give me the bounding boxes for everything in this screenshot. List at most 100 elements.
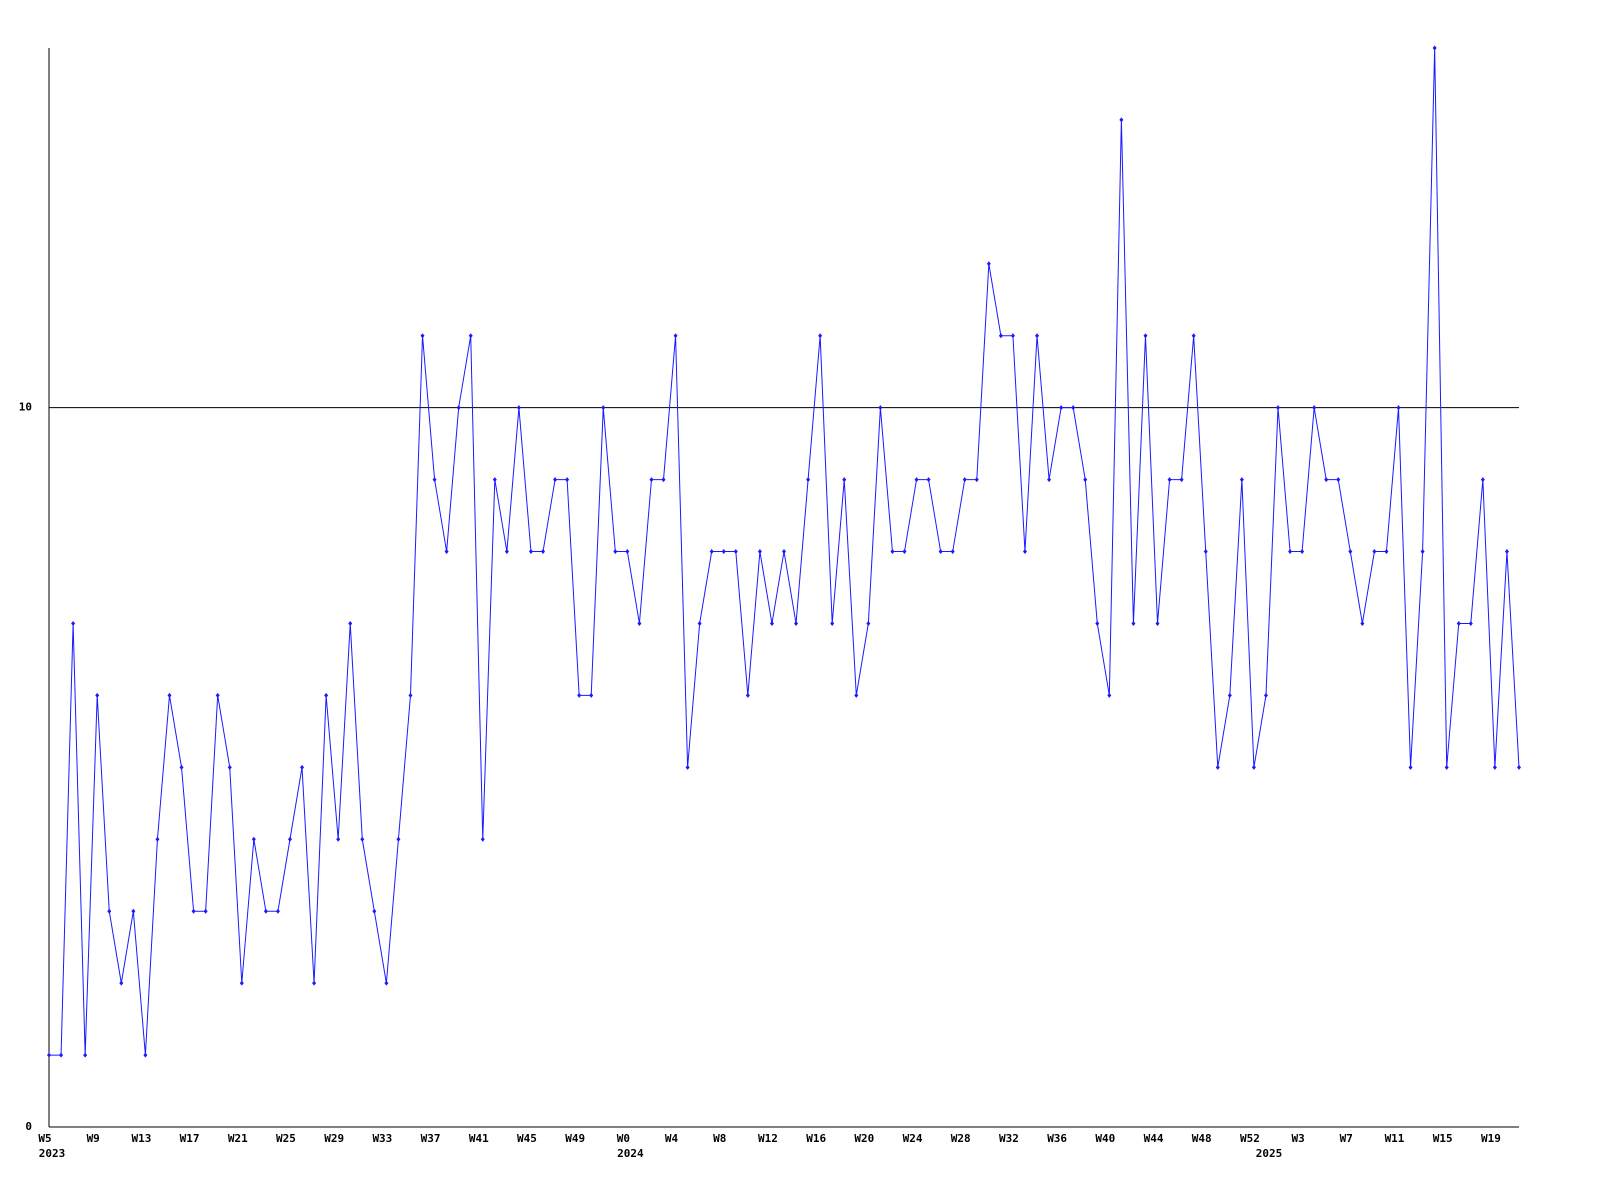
data-point [1239,477,1244,483]
data-point [59,1052,64,1058]
data-point [528,549,533,555]
data-point [1083,477,1088,483]
data-point [1095,620,1100,626]
data-point [998,333,1003,339]
x-tick-label: W45 [517,1132,537,1145]
data-point [878,405,883,411]
data-point [1022,549,1027,555]
data-point [613,549,618,555]
data-point [1432,45,1437,51]
data-point [275,908,280,914]
data-point [794,620,799,626]
x-tick-label: W52 [1240,1132,1260,1145]
data-point [589,692,594,698]
x-tick-label: W41 [469,1132,489,1145]
data-point [601,405,606,411]
data-point [239,980,244,986]
data-point [733,549,738,555]
x-tick-label: W16 [806,1132,826,1145]
data-point [1263,692,1268,698]
data-point [408,692,413,698]
data-point [1191,333,1196,339]
x-tick-label: W3 [1291,1132,1304,1145]
x-tick-label: W40 [1095,1132,1115,1145]
data-point [143,1052,148,1058]
data-point [938,549,943,555]
data-point [1324,477,1329,483]
x-tick-label: W29 [324,1132,344,1145]
data-point [492,477,497,483]
data-point [1059,405,1064,411]
x-tick-label: W17 [180,1132,200,1145]
data-point [227,764,232,770]
data-point [215,692,220,698]
y-tick-label: 0 [25,1120,32,1133]
data-point [1372,549,1377,555]
data-point [179,764,184,770]
data-point [1276,405,1281,411]
data-point [83,1052,88,1058]
data-point [541,549,546,555]
data-point [553,477,558,483]
data-point [1215,764,1220,770]
x-tick-label: W12 [758,1132,778,1145]
data-point [372,908,377,914]
x-tick-label: W7 [1340,1132,1353,1145]
x-tick-label: W49 [565,1132,585,1145]
data-point [1468,620,1473,626]
data-point [300,764,305,770]
x-tick-label: W4 [665,1132,679,1145]
data-point [1336,477,1341,483]
data-point [902,549,907,555]
data-point [721,549,726,555]
x-tick-label: W36 [1047,1132,1067,1145]
data-point [312,980,317,986]
data-point [155,836,160,842]
data-point [673,333,678,339]
data-point [420,333,425,339]
data-point [107,908,112,914]
data-point [782,549,786,555]
data-point [806,477,811,483]
data-point [962,477,967,483]
data-point [1155,620,1160,626]
data-point [1396,405,1401,411]
data-point [661,477,666,483]
data-point [1360,620,1365,626]
data-point [697,620,702,626]
data-point [324,692,329,698]
data-point [842,477,847,483]
x-tick-label: W13 [131,1132,151,1145]
data-point [565,477,570,483]
x-tick-label: W37 [421,1132,441,1145]
data-point [890,549,895,555]
data-point [360,836,365,842]
data-point [830,620,835,626]
data-point [1119,117,1124,123]
x-tick-label: W9 [87,1132,100,1145]
x-year-label: 2024 [617,1147,644,1160]
x-tick-label: W21 [228,1132,248,1145]
data-point [854,692,859,698]
data-point [516,405,521,411]
data-point [625,549,630,555]
data-point [1288,549,1293,555]
data-point [1444,764,1449,770]
data-point [1179,477,1184,483]
data-point [577,692,582,698]
data-point [1504,549,1509,555]
data-point [637,620,642,626]
data-point [1107,692,1112,698]
data-point [203,908,208,914]
data-point [468,333,473,339]
x-tick-label: W11 [1385,1132,1405,1145]
data-point [974,477,979,483]
data-point [396,836,401,842]
data-point [1010,333,1015,339]
data-point [456,405,461,411]
data-point [131,908,136,914]
data-point [1143,333,1148,339]
data-point [926,477,931,483]
data-point [191,908,196,914]
